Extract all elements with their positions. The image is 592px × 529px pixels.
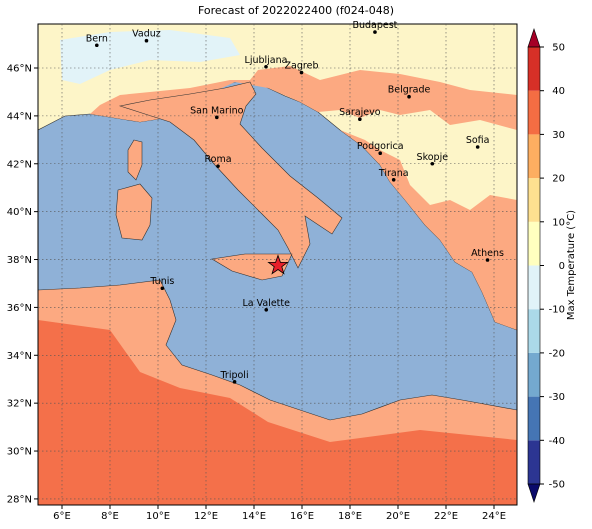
sardinia — [115, 183, 153, 241]
colorbar-tick-label: 30 — [552, 130, 565, 141]
colorbar-bin — [528, 396, 540, 441]
y-tick-label: 38°N — [7, 255, 32, 266]
colorbar-bin — [528, 352, 540, 397]
city-label: Podgorica — [357, 141, 404, 152]
city-label: Bern — [86, 33, 108, 44]
alps-cold — [60, 30, 240, 84]
city-dot — [95, 43, 99, 48]
city-label: Zagreb — [285, 61, 319, 72]
colorbar-bin — [528, 440, 540, 484]
city-dot — [485, 258, 490, 262]
city-label: Budapest — [352, 20, 397, 31]
x-tick-label: 12°E — [194, 511, 218, 522]
city-label: Sarajevo — [339, 107, 381, 118]
x-tick-label: 20°E — [386, 511, 410, 522]
colorbar-tick-label: 10 — [552, 217, 565, 228]
land-warm-balkans — [340, 130, 517, 330]
city-label: Vaduz — [132, 29, 161, 40]
y-tick-label: 36°N — [7, 303, 32, 314]
x-tick-label: 22°E — [434, 511, 458, 522]
colorbar-tick-label: -40 — [549, 436, 565, 447]
city-dot — [407, 94, 411, 99]
colorbar-bin — [528, 265, 540, 310]
colorbar-extend-high — [527, 28, 541, 48]
x-tick-label: 18°E — [338, 511, 362, 522]
city-dot — [373, 30, 377, 34]
x-tick-label: 16°E — [290, 511, 314, 522]
y-tick-label: 32°N — [7, 399, 32, 410]
x-tick-label: 8°E — [101, 511, 119, 522]
colorbar-tick-label: 20 — [552, 174, 565, 185]
colorbar-tick-label: -10 — [549, 305, 565, 316]
city-label: Sofia — [466, 135, 490, 146]
colorbar-bin — [528, 178, 540, 222]
city-dot — [378, 151, 383, 156]
city-dot — [232, 380, 237, 384]
colorbar-bin — [528, 90, 540, 135]
x-tick-label: 14°E — [242, 511, 266, 522]
city-dot — [144, 38, 149, 43]
colorbar-tick-label: 40 — [552, 86, 565, 97]
y-tick-label: 34°N — [7, 351, 32, 362]
city-dot — [216, 164, 220, 168]
y-tick-label: 40°N — [7, 207, 32, 218]
city-dot — [160, 286, 165, 291]
location-star — [267, 254, 289, 275]
city-dot — [264, 307, 269, 312]
y-tick-label: 46°N — [7, 64, 32, 75]
city-label: Tunis — [149, 276, 174, 287]
y-tick-label: 42°N — [7, 159, 32, 170]
colorbar-tick-label: -30 — [549, 392, 565, 403]
city-dot — [264, 65, 268, 69]
y-tick-label: 28°N — [7, 494, 32, 505]
y-tick-label: 44°N — [7, 111, 32, 122]
x-tick-label: 10°E — [146, 511, 170, 522]
city-dot — [358, 117, 362, 122]
africa-hot — [38, 320, 517, 505]
y-tick-label: 30°N — [7, 447, 32, 458]
city-label: Tirana — [378, 168, 409, 179]
city-dot — [430, 161, 435, 166]
city-label: Belgrade — [388, 85, 431, 96]
city-dot — [215, 115, 219, 120]
corsica — [127, 139, 143, 181]
colorbar-bin — [528, 47, 540, 91]
city-label: Skopje — [417, 152, 449, 163]
x-tick-label: 24°E — [482, 511, 506, 522]
city-label: Tripoli — [220, 370, 249, 381]
title: Forecast of 2022022400 (f024-048) — [198, 4, 394, 17]
colorbar-tick-label: 0 — [559, 261, 565, 272]
x-tick-label: 6°E — [53, 511, 71, 522]
colorbar-tick-label: 50 — [552, 43, 565, 54]
colorbar-bin — [528, 134, 540, 179]
colorbar-extend-low — [527, 483, 541, 503]
city-label: Roma — [204, 154, 231, 165]
city-dot — [299, 70, 304, 75]
city-label: San Marino — [190, 105, 243, 116]
city-label: Ljubljana — [245, 55, 288, 66]
city-label: Athens — [471, 248, 504, 259]
colorbar-tick-label: -20 — [549, 348, 565, 359]
map-frame — [37, 23, 518, 506]
colorbar-tick-label: -50 — [549, 480, 565, 491]
colorbar-bin — [528, 309, 540, 353]
city-dot — [475, 145, 480, 149]
city-label: La Valette — [242, 298, 290, 309]
city-dot — [391, 177, 396, 182]
colorbar-bin — [528, 221, 540, 266]
colorbar-label: Max Temperature (°C) — [566, 210, 577, 320]
